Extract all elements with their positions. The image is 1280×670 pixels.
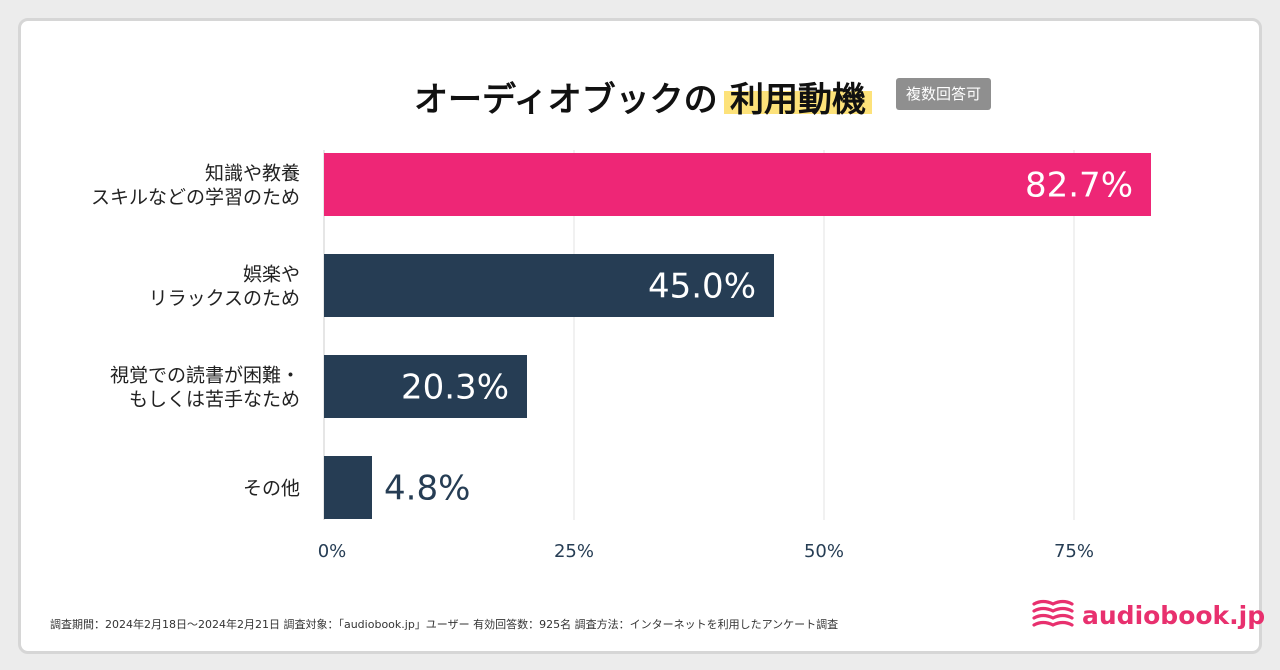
data-label: 82.7% xyxy=(1025,166,1133,206)
title-highlight: 利用動機 xyxy=(724,68,872,120)
bar xyxy=(324,456,372,519)
logo-text: audiobook.jp xyxy=(1082,600,1266,630)
category-label: 娯楽や xyxy=(243,264,300,286)
x-tick-label: 50% xyxy=(804,541,844,562)
survey-note: 調査期間：2024年2月18日～2024年2月21日 調査対象：「audiobo… xyxy=(50,618,839,631)
bar xyxy=(324,153,1151,216)
bar xyxy=(324,355,527,418)
category-label: もしくは苦手なため xyxy=(129,389,300,411)
book-waves-icon xyxy=(1032,599,1074,627)
multiple-answers-badge: 複数回答可 xyxy=(896,78,992,110)
chart-card xyxy=(18,18,1262,654)
x-tick-label: 25% xyxy=(554,541,594,562)
data-label: 20.3% xyxy=(401,368,509,408)
data-label: 4.8% xyxy=(384,469,470,509)
audiobook-logo: audiobook.jp xyxy=(1032,597,1265,633)
chart-title: オーディオブックの 利用動機 複数回答可 xyxy=(0,68,1280,120)
category-label: 知識や教養 xyxy=(205,163,300,185)
title-main: オーディオブックの xyxy=(414,80,718,120)
x-tick-label: 0% xyxy=(318,541,347,562)
data-label: 45.0% xyxy=(648,267,756,307)
bar xyxy=(324,254,774,317)
category-label: リラックスのため xyxy=(149,288,300,310)
category-label: スキルなどの学習のため xyxy=(91,187,300,209)
category-label: 視覚での読書が困難・ xyxy=(110,365,300,387)
x-tick-label: 75% xyxy=(1054,541,1094,562)
category-label: その他 xyxy=(243,478,300,500)
